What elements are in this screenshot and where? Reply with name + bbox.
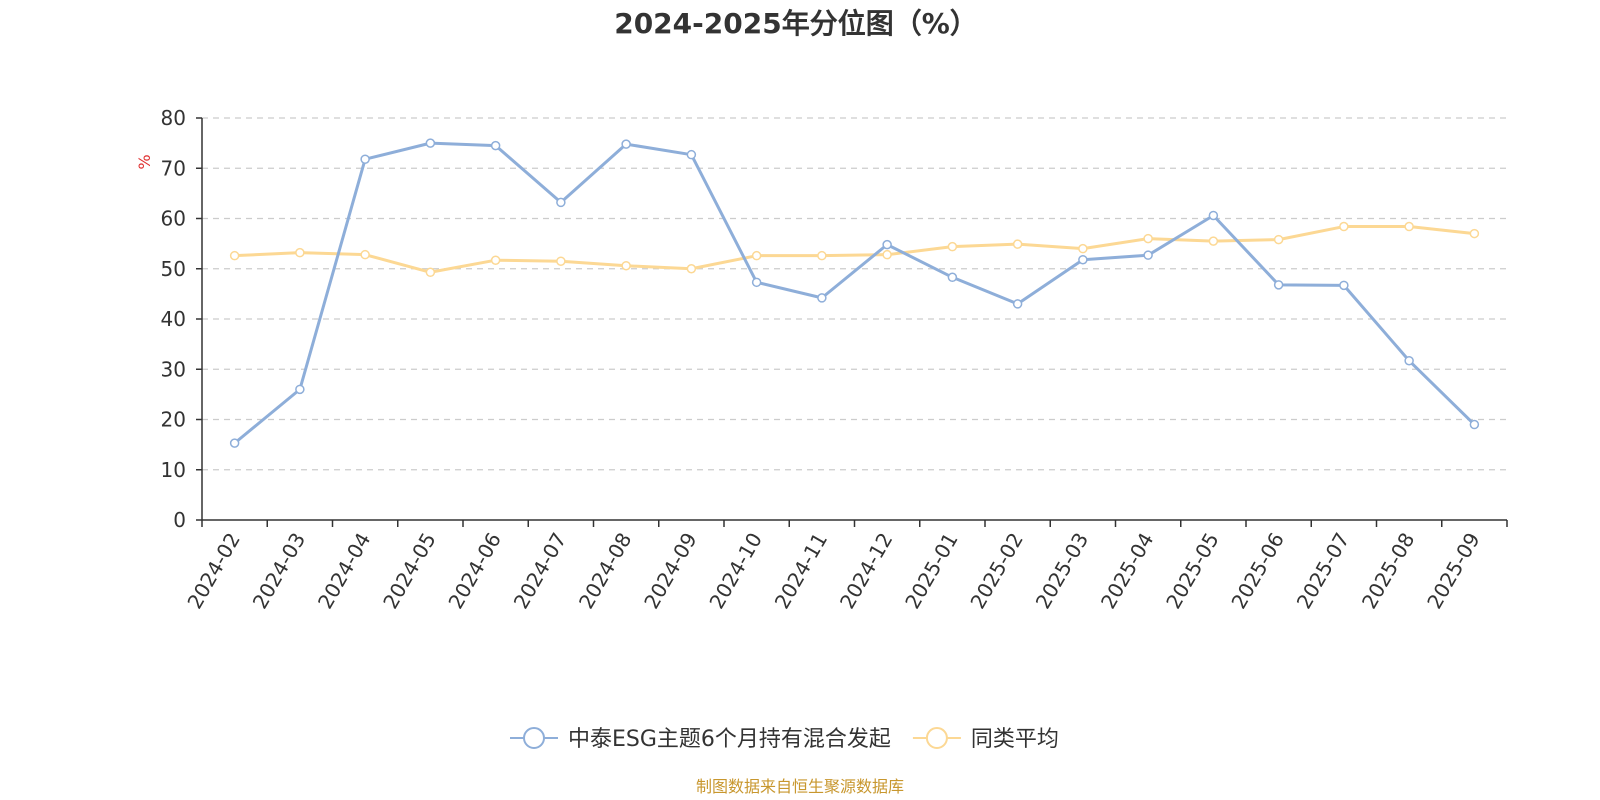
x-tick-label: 2025-01 xyxy=(900,529,963,613)
series-line xyxy=(233,141,1476,445)
x-tick-label: 2025-04 xyxy=(1096,529,1159,613)
x-tick-label: 2025-08 xyxy=(1357,529,1420,613)
data-point xyxy=(556,197,566,208)
data-point xyxy=(490,140,501,151)
legend-item-2[interactable]: 同类平均 xyxy=(912,727,1059,752)
axes xyxy=(196,117,1508,527)
data-point xyxy=(1012,239,1023,249)
y-tick-labels: 0 10 20 30 40 50 60 70 80 xyxy=(161,106,186,532)
data-point xyxy=(1143,250,1153,260)
data-point xyxy=(686,264,697,274)
data-point xyxy=(817,250,827,261)
data-point xyxy=(425,267,436,278)
x-tick-label: 2024-05 xyxy=(378,529,441,613)
data-point xyxy=(1078,254,1088,265)
data-point xyxy=(425,138,436,148)
x-tick-label: 2024-11 xyxy=(770,529,833,613)
series-1 xyxy=(229,138,1480,448)
y-tick-label: 0 xyxy=(173,508,186,532)
data-point xyxy=(295,247,305,258)
data-point xyxy=(229,250,240,261)
data-point xyxy=(1273,234,1284,245)
x-tick-label: 2025-05 xyxy=(1161,529,1224,613)
data-point xyxy=(751,250,762,261)
data-point xyxy=(1273,280,1284,290)
data-point xyxy=(1339,221,1349,232)
x-tick-label: 2025-02 xyxy=(965,529,1028,613)
data-point xyxy=(1078,243,1088,254)
y-tick-label: 70 xyxy=(161,156,186,180)
x-tick-label: 2024-09 xyxy=(639,529,702,613)
x-tick-label: 2024-07 xyxy=(509,529,572,613)
data-point xyxy=(1012,299,1023,309)
y-tick-label: 30 xyxy=(161,357,186,381)
source-note: 制图数据来自恒生聚源数据库 xyxy=(696,777,904,796)
x-tick-label: 2024-06 xyxy=(443,529,506,613)
data-point xyxy=(229,438,240,448)
legend-marker-icon xyxy=(925,727,948,749)
legend[interactable]: 中泰ESG主题6个月持有混合发起 同类平均 xyxy=(510,727,1059,752)
y-tick-label: 60 xyxy=(161,207,186,231)
data-point xyxy=(1469,228,1480,239)
x-tick-label: 2024-08 xyxy=(574,529,637,613)
y-axis-label: % xyxy=(135,154,154,169)
legend-label: 同类平均 xyxy=(971,727,1059,752)
x-tick-label: 2024-03 xyxy=(248,529,311,613)
data-point xyxy=(1208,236,1219,246)
chart-title: 2024-2025年分位图（%） xyxy=(614,7,978,40)
series-2 xyxy=(229,221,1480,278)
data-point xyxy=(1404,221,1414,232)
legend-item-1[interactable]: 中泰ESG主题6个月持有混合发起 xyxy=(510,727,891,752)
data-point xyxy=(621,260,631,271)
y-tick-label: 80 xyxy=(161,106,186,130)
data-point xyxy=(1469,419,1480,430)
data-point xyxy=(1404,355,1414,366)
data-point xyxy=(817,293,827,303)
y-tick-label: 10 xyxy=(161,458,186,482)
data-point xyxy=(295,384,305,395)
legend-label: 中泰ESG主题6个月持有混合发起 xyxy=(568,727,891,752)
x-tick-label: 2024-12 xyxy=(835,529,898,613)
x-tick-label: 2025-03 xyxy=(1031,529,1094,613)
data-point xyxy=(686,149,697,160)
data-point xyxy=(360,249,370,260)
legend-marker-icon xyxy=(523,727,545,749)
data-point xyxy=(947,241,958,252)
data-point xyxy=(1339,280,1349,291)
y-tick-label: 40 xyxy=(161,307,186,331)
x-tick-labels: 2024-02 2024-03 2024-04 2024-05 2024-06 2024-… xyxy=(182,529,1484,613)
series-lines xyxy=(229,138,1480,448)
data-point xyxy=(490,255,501,265)
data-point xyxy=(1208,210,1219,221)
data-point xyxy=(751,277,762,288)
data-point xyxy=(360,154,370,164)
x-tick-label: 2024-02 xyxy=(182,529,245,613)
y-tick-label: 50 xyxy=(161,257,186,281)
data-point xyxy=(556,256,566,266)
gridlines xyxy=(202,117,1507,471)
data-point xyxy=(1143,233,1153,244)
data-point xyxy=(882,239,892,250)
data-point xyxy=(947,272,958,283)
data-point xyxy=(621,139,631,149)
y-tick-label: 20 xyxy=(161,408,186,432)
series-line xyxy=(234,225,1475,274)
x-tick-label: 2025-07 xyxy=(1292,529,1355,613)
data-point xyxy=(882,249,892,260)
x-tick-label: 2024-10 xyxy=(704,529,767,613)
x-tick-label: 2024-04 xyxy=(313,529,376,613)
x-tick-label: 2025-06 xyxy=(1226,529,1289,613)
x-tick-label: 2025-09 xyxy=(1422,529,1485,613)
